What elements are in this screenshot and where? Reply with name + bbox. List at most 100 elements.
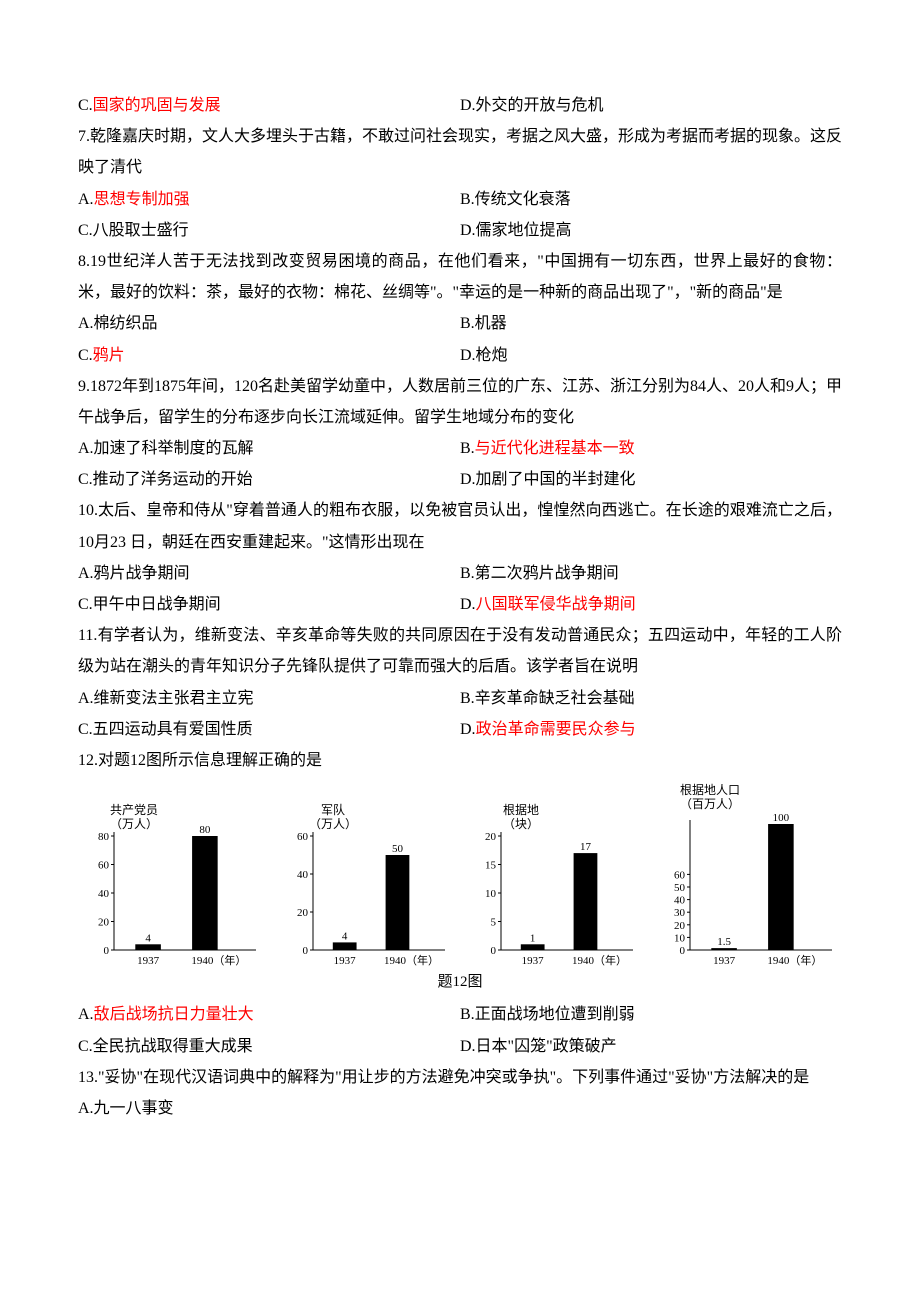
q12-option-b: B.正面战场地位遭到削弱: [460, 999, 842, 1030]
svg-text:50: 50: [392, 843, 404, 855]
svg-text:0: 0: [104, 945, 110, 957]
svg-text:4: 4: [342, 931, 348, 943]
q9-option-b: B.与近代化进程基本一致: [460, 433, 842, 464]
option-label: C.: [78, 97, 93, 114]
svg-text:根据地人口: 根据地人口: [680, 783, 740, 797]
svg-text:1940（年）: 1940（年）: [767, 953, 822, 967]
q7-option-c: C.八股取士盛行: [78, 215, 460, 246]
svg-text:10: 10: [485, 888, 497, 900]
svg-text:（块）: （块）: [503, 817, 539, 831]
svg-text:30: 30: [674, 907, 686, 919]
svg-text:100: 100: [773, 812, 790, 824]
q12-options: A.敌后战场抗日力量壮大 B.正面战场地位遭到削弱 C.全民抗战取得重大成果 D…: [78, 999, 842, 1061]
svg-text:1940（年）: 1940（年）: [384, 953, 439, 967]
option-label: D.: [460, 596, 476, 613]
svg-text:（百万人）: （百万人）: [680, 797, 740, 811]
q12-option-c: C.全民抗战取得重大成果: [78, 1031, 460, 1062]
svg-text:5: 5: [491, 917, 497, 929]
q10-stem: 10.太后、皇帝和侍从"穿着普通人的粗布衣服，以免被官员认出，惶惶然向西逃亡。在…: [78, 495, 842, 557]
q13-options: A.九一八事变: [78, 1093, 842, 1124]
svg-text:1.5: 1.5: [717, 936, 731, 948]
option-label: D.: [460, 721, 476, 738]
q9-option-c: C.推动了洋务运动的开始: [78, 464, 460, 495]
q12-figure: 共产党员（万人）02040608041937801940（年） 军队（万人）02…: [78, 780, 842, 997]
option-text: 思想专制加强: [94, 191, 190, 208]
option-text: 国家的巩固与发展: [93, 97, 221, 114]
svg-text:1937: 1937: [137, 955, 160, 967]
q12-option-d: D.日本"囚笼"政策破产: [460, 1031, 842, 1062]
q6-options: C.国家的巩固与发展 D.外交的开放与危机: [78, 90, 842, 121]
svg-text:0: 0: [302, 945, 308, 957]
chart-1: 共产党员（万人）02040608041937801940（年）: [82, 800, 262, 970]
svg-text:80: 80: [199, 824, 211, 836]
q12-option-a: A.敌后战场抗日力量壮大: [78, 999, 460, 1030]
q9-option-d: D.加剧了中国的半封建化: [460, 464, 842, 495]
option-label: B.: [460, 440, 475, 457]
q10-options: A.鸦片战争期间 B.第二次鸦片战争期间 C.甲午中日战争期间 D.八国联军侵华…: [78, 558, 842, 620]
svg-text:1940（年）: 1940（年）: [572, 953, 627, 967]
q11-option-c: C.五四运动具有爱国性质: [78, 714, 460, 745]
svg-text:17: 17: [580, 841, 592, 853]
q8-stem: 8.19世纪洋人苦于无法找到改变贸易困境的商品，在他们看来，"中国拥有一切东西，…: [78, 246, 842, 308]
svg-text:80: 80: [98, 831, 110, 843]
q11-option-a: A.维新变法主张君主立宪: [78, 683, 460, 714]
q8-option-d: D.枪炮: [460, 340, 842, 371]
svg-text:60: 60: [674, 870, 686, 882]
q11-option-d: D.政治革命需要民众参与: [460, 714, 842, 745]
q10-option-c: C.甲午中日战争期间: [78, 589, 460, 620]
svg-text:1937: 1937: [713, 955, 736, 967]
chart-3: 根据地（块）0510152011937171940（年）: [469, 800, 639, 970]
svg-text:1937: 1937: [522, 955, 545, 967]
svg-text:0: 0: [679, 945, 685, 957]
q8-option-b: B.机器: [460, 308, 842, 339]
q11-stem: 11.有学者认为，维新变法、辛亥革命等失败的共同原因在于没有发动普通民众；五四运…: [78, 620, 842, 682]
option-label: C.: [78, 347, 93, 364]
q8-option-a: A.棉纺织品: [78, 308, 460, 339]
svg-text:10: 10: [674, 933, 686, 945]
svg-text:20: 20: [674, 920, 686, 932]
option-text: 鸦片: [93, 347, 125, 364]
option-label: A.: [78, 191, 94, 208]
svg-text:军队: 军队: [321, 802, 345, 817]
svg-text:60: 60: [297, 831, 309, 843]
q13-stem: 13."妥协"在现代汉语词典中的解释为"用让步的方法避免冲突或争执"。下列事件通…: [78, 1062, 842, 1093]
svg-text:共产党员: 共产党员: [110, 802, 158, 817]
q13-option-a: A.九一八事变: [78, 1093, 842, 1124]
q7-options: A.思想专制加强 B.传统文化衰落 C.八股取士盛行 D.儒家地位提高: [78, 184, 842, 246]
q6-option-d: D.外交的开放与危机: [460, 90, 842, 121]
q10-option-b: B.第二次鸦片战争期间: [460, 558, 842, 589]
svg-text:20: 20: [297, 907, 309, 919]
svg-text:15: 15: [485, 860, 497, 872]
q9-option-a: A.加速了科举制度的瓦解: [78, 433, 460, 464]
svg-text:1940（年）: 1940（年）: [191, 953, 246, 967]
option-text: 敌后战场抗日力量壮大: [94, 1006, 254, 1023]
figure-caption: 题12图: [78, 968, 842, 997]
chart-4: 根据地人口（百万人）01020304050601.519371001940（年）: [658, 780, 838, 970]
q9-options: A.加速了科举制度的瓦解 B.与近代化进程基本一致 C.推动了洋务运动的开始 D…: [78, 433, 842, 495]
svg-text:40: 40: [98, 888, 110, 900]
q12-stem: 12.对题12图所示信息理解正确的是: [78, 745, 842, 776]
svg-text:4: 4: [145, 932, 151, 944]
q9-stem: 9.1872年到1875年间，120名赴美留学幼童中，人数居前三位的广东、江苏、…: [78, 371, 842, 433]
chart-2: 军队（万人）020406041937501940（年）: [281, 800, 451, 970]
q7-option-a: A.思想专制加强: [78, 184, 460, 215]
charts-row: 共产党员（万人）02040608041937801940（年） 军队（万人）02…: [78, 780, 842, 970]
option-label: A.: [78, 1006, 94, 1023]
option-text: 八国联军侵华战争期间: [476, 596, 636, 613]
q8-options: A.棉纺织品 B.机器 C.鸦片 D.枪炮: [78, 308, 842, 370]
svg-text:20: 20: [485, 831, 497, 843]
q6-option-c: C.国家的巩固与发展: [78, 90, 460, 121]
svg-text:1937: 1937: [333, 955, 356, 967]
option-text: 与近代化进程基本一致: [475, 440, 635, 457]
q8-option-c: C.鸦片: [78, 340, 460, 371]
svg-text:60: 60: [98, 860, 110, 872]
svg-text:20: 20: [98, 917, 110, 929]
svg-text:40: 40: [297, 869, 309, 881]
q7-stem: 7.乾隆嘉庆时期，文人大多埋头于古籍，不敢过问社会现实，考据之风大盛，形成为考据…: [78, 121, 842, 183]
q10-option-d: D.八国联军侵华战争期间: [460, 589, 842, 620]
svg-text:根据地: 根据地: [503, 803, 539, 817]
svg-text:1: 1: [530, 932, 536, 944]
svg-text:40: 40: [674, 895, 686, 907]
q7-option-d: D.儒家地位提高: [460, 215, 842, 246]
q11-option-b: B.辛亥革命缺乏社会基础: [460, 683, 842, 714]
